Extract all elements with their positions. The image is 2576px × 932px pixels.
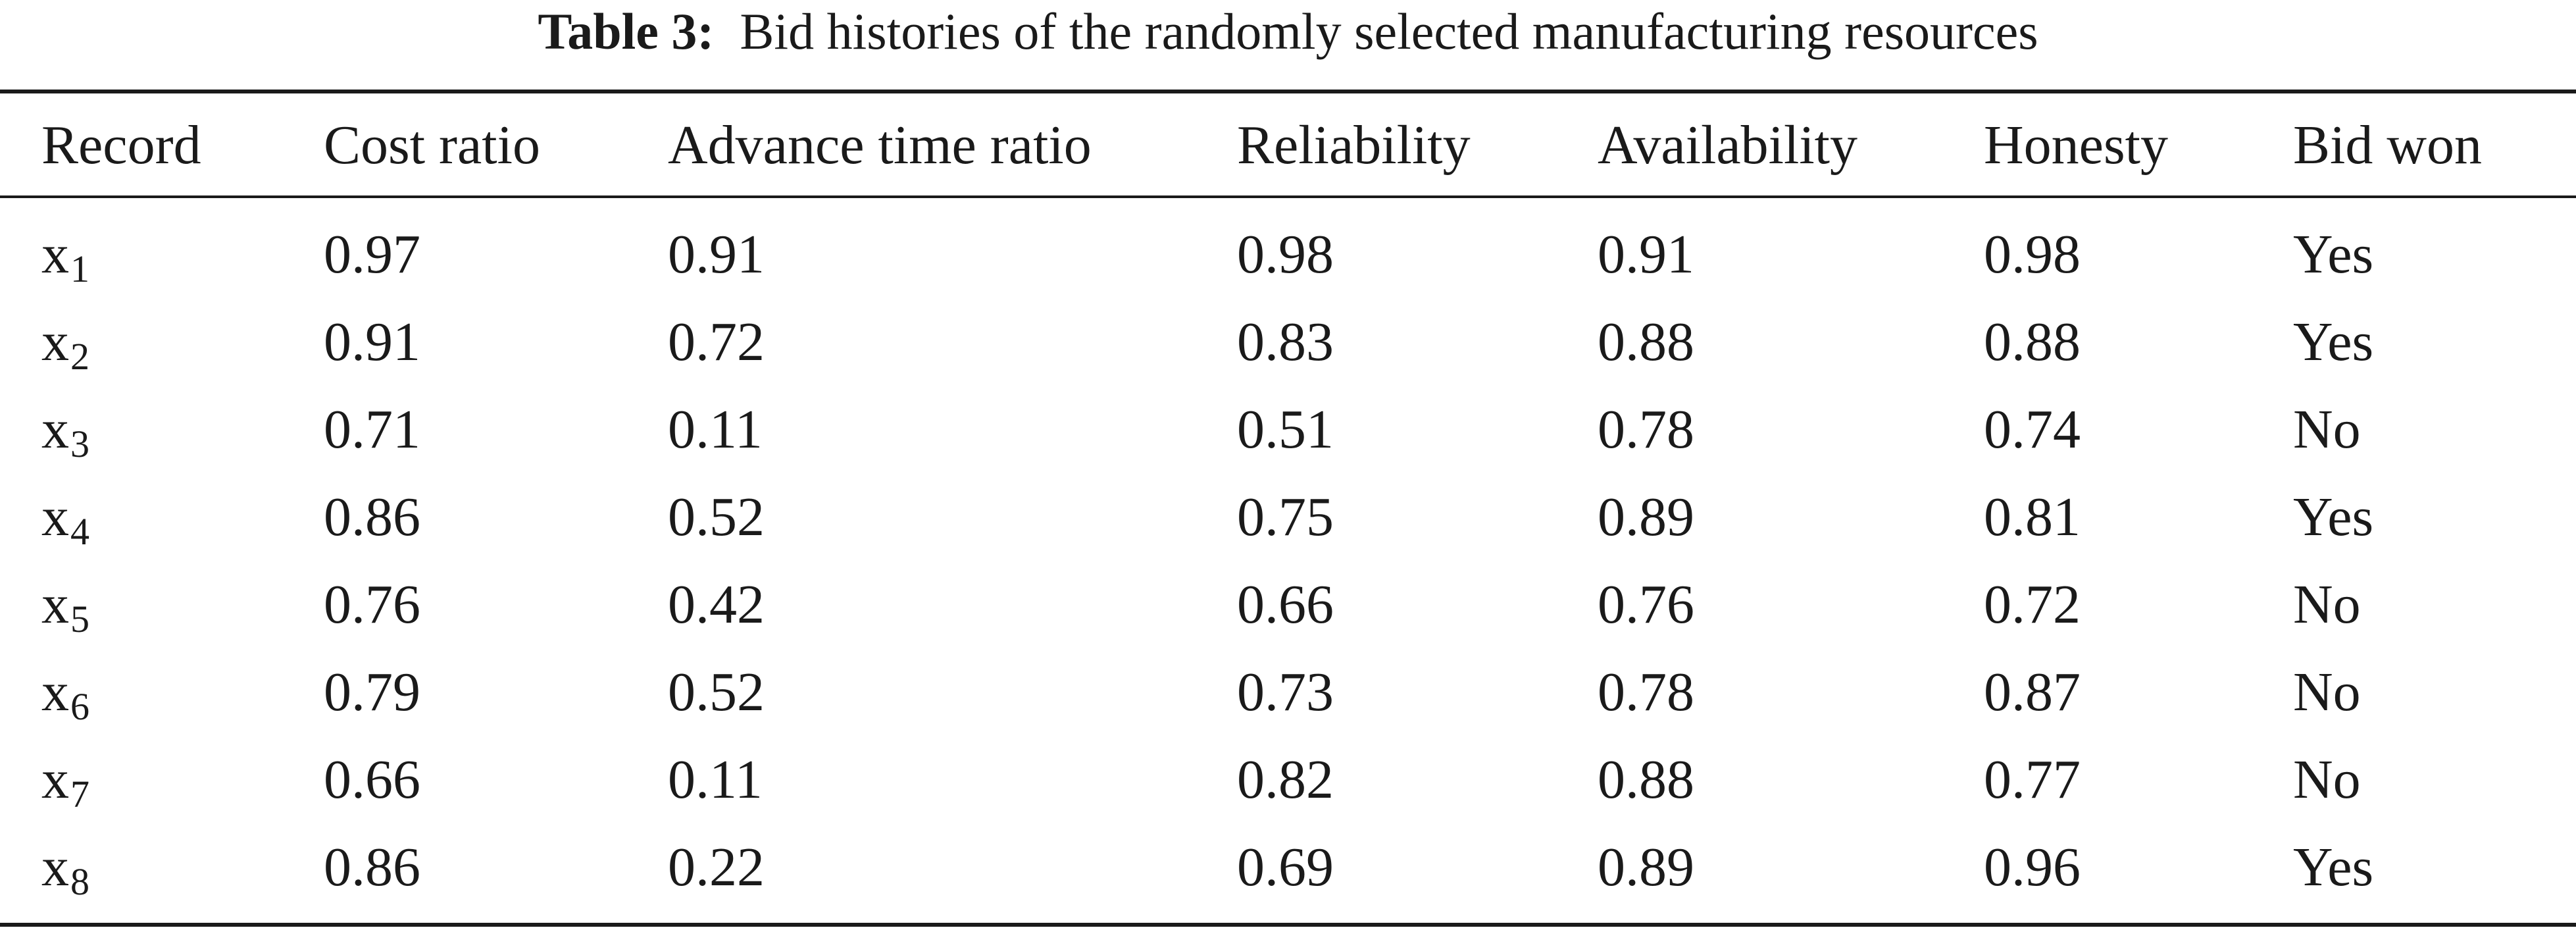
table-row: x 1 0.97 0.91 0.98 0.91 0.98 Yes bbox=[0, 211, 2576, 298]
advance-time-ratio-cell: 0.11 bbox=[668, 399, 763, 460]
record-subscript: 2 bbox=[70, 335, 89, 378]
record-base: x bbox=[41, 224, 69, 285]
availability-cell: 0.78 bbox=[1598, 399, 1694, 460]
column-header-advance-time-ratio: Advance time ratio bbox=[668, 114, 1092, 176]
bid-won-cell: No bbox=[2293, 574, 2361, 635]
reliability-cell: 0.69 bbox=[1237, 837, 1334, 898]
honesty-cell: 0.98 bbox=[1984, 224, 2081, 285]
table-row: x 7 0.66 0.11 0.82 0.88 0.77 No bbox=[0, 736, 2576, 823]
record-base: x bbox=[41, 661, 69, 723]
cost-ratio-cell: 0.86 bbox=[324, 837, 420, 898]
table-header-row: Record Cost ratio Advance time ratio Rel… bbox=[0, 99, 2576, 191]
header-rule bbox=[0, 195, 2576, 198]
advance-time-ratio-cell: 0.22 bbox=[668, 837, 765, 898]
record-base: x bbox=[41, 486, 69, 548]
availability-cell: 0.91 bbox=[1598, 224, 1694, 285]
bid-won-cell: Yes bbox=[2293, 224, 2374, 285]
reliability-cell: 0.51 bbox=[1237, 399, 1334, 460]
column-header-honesty: Honesty bbox=[1984, 114, 2168, 176]
bottom-rule bbox=[0, 923, 2576, 927]
column-header-bid-won: Bid won bbox=[2293, 114, 2483, 176]
availability-cell: 0.89 bbox=[1598, 486, 1694, 548]
column-header-reliability: Reliability bbox=[1237, 114, 1471, 176]
cost-ratio-cell: 0.86 bbox=[324, 486, 420, 548]
record-base: x bbox=[41, 574, 69, 635]
reliability-cell: 0.98 bbox=[1237, 224, 1334, 285]
bid-won-cell: No bbox=[2293, 661, 2361, 723]
advance-time-ratio-cell: 0.91 bbox=[668, 224, 765, 285]
bid-won-cell: No bbox=[2293, 399, 2361, 460]
honesty-cell: 0.77 bbox=[1984, 749, 2081, 810]
cost-ratio-cell: 0.76 bbox=[324, 574, 420, 635]
record-subscript: 4 bbox=[70, 510, 89, 553]
cost-ratio-cell: 0.66 bbox=[324, 749, 420, 810]
column-header-cost-ratio: Cost ratio bbox=[324, 114, 540, 176]
advance-time-ratio-cell: 0.72 bbox=[668, 311, 765, 373]
table-row: x 4 0.86 0.52 0.75 0.89 0.81 Yes bbox=[0, 473, 2576, 561]
bid-won-cell: No bbox=[2293, 749, 2361, 810]
advance-time-ratio-cell: 0.42 bbox=[668, 574, 765, 635]
cost-ratio-cell: 0.79 bbox=[324, 661, 420, 723]
table-caption-label: Table 3: bbox=[538, 3, 715, 60]
reliability-cell: 0.75 bbox=[1237, 486, 1334, 548]
record-subscript: 3 bbox=[70, 423, 89, 465]
availability-cell: 0.89 bbox=[1598, 837, 1694, 898]
cost-ratio-cell: 0.97 bbox=[324, 224, 420, 285]
cost-ratio-cell: 0.91 bbox=[324, 311, 420, 373]
cost-ratio-cell: 0.71 bbox=[324, 399, 420, 460]
advance-time-ratio-cell: 0.52 bbox=[668, 661, 765, 723]
record-base: x bbox=[41, 749, 69, 810]
honesty-cell: 0.81 bbox=[1984, 486, 2081, 548]
honesty-cell: 0.88 bbox=[1984, 311, 2081, 373]
column-header-availability: Availability bbox=[1598, 114, 1858, 176]
availability-cell: 0.76 bbox=[1598, 574, 1694, 635]
bid-won-cell: Yes bbox=[2293, 837, 2374, 898]
bid-won-cell: Yes bbox=[2293, 311, 2374, 373]
top-rule bbox=[0, 90, 2576, 93]
record-subscript: 8 bbox=[70, 860, 89, 903]
bid-won-cell: Yes bbox=[2293, 486, 2374, 548]
advance-time-ratio-cell: 0.11 bbox=[668, 749, 763, 810]
record-base: x bbox=[41, 399, 69, 460]
reliability-cell: 0.66 bbox=[1237, 574, 1334, 635]
honesty-cell: 0.87 bbox=[1984, 661, 2081, 723]
record-base: x bbox=[41, 311, 69, 373]
availability-cell: 0.88 bbox=[1598, 311, 1694, 373]
table-caption-text: Bid histories of the randomly selected m… bbox=[740, 3, 2038, 60]
record-subscript: 5 bbox=[70, 598, 89, 640]
table-row: x 2 0.91 0.72 0.83 0.88 0.88 Yes bbox=[0, 298, 2576, 386]
availability-cell: 0.78 bbox=[1598, 661, 1694, 723]
table-row: x 8 0.86 0.22 0.69 0.89 0.96 Yes bbox=[0, 823, 2576, 911]
table-row: x 3 0.71 0.11 0.51 0.78 0.74 No bbox=[0, 386, 2576, 473]
honesty-cell: 0.74 bbox=[1984, 399, 2081, 460]
reliability-cell: 0.82 bbox=[1237, 749, 1334, 810]
reliability-cell: 0.73 bbox=[1237, 661, 1334, 723]
record-base: x bbox=[41, 837, 69, 898]
table-row: x 5 0.76 0.42 0.66 0.76 0.72 No bbox=[0, 561, 2576, 648]
reliability-cell: 0.83 bbox=[1237, 311, 1334, 373]
honesty-cell: 0.72 bbox=[1984, 574, 2081, 635]
record-subscript: 1 bbox=[70, 247, 89, 290]
honesty-cell: 0.96 bbox=[1984, 837, 2081, 898]
availability-cell: 0.88 bbox=[1598, 749, 1694, 810]
record-subscript: 6 bbox=[70, 685, 89, 728]
table-caption: Table 3: Bid histories of the randomly s… bbox=[0, 0, 2576, 72]
table-row: x 6 0.79 0.52 0.73 0.78 0.87 No bbox=[0, 648, 2576, 736]
record-subscript: 7 bbox=[70, 773, 89, 816]
column-header-record: Record bbox=[41, 114, 201, 176]
advance-time-ratio-cell: 0.52 bbox=[668, 486, 765, 548]
